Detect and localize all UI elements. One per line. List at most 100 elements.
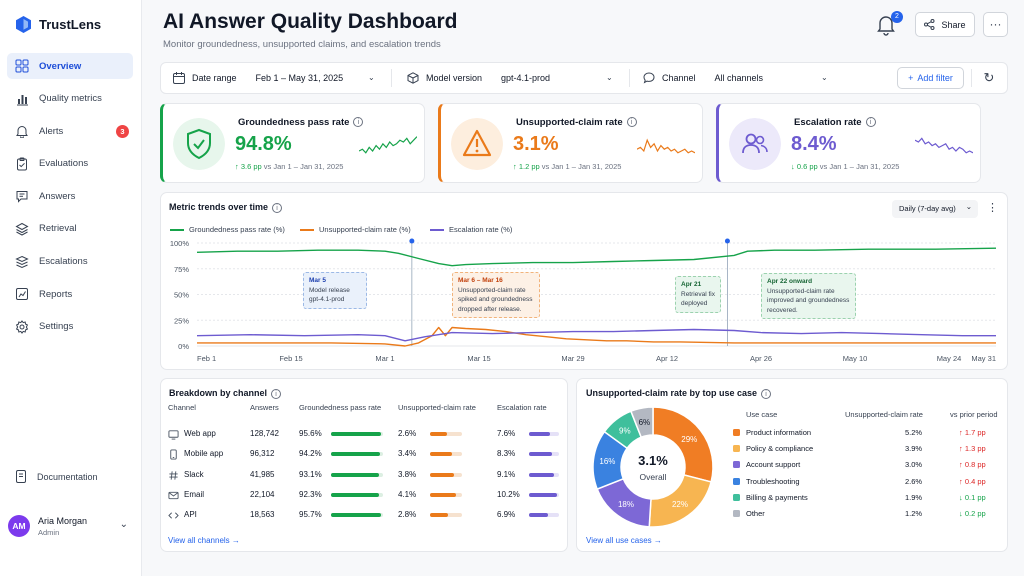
x-tick-label: May 10 <box>843 354 868 363</box>
model-version-filter[interactable]: Model version gpt-4.1-prod <box>407 63 550 93</box>
chevron-down-icon: ⌄ <box>368 73 375 82</box>
sidebar-item-settings[interactable]: Settings <box>7 314 133 340</box>
more-options-button[interactable]: ··· <box>983 12 1008 37</box>
warning-triangle-icon <box>451 118 503 170</box>
unsup-bar-fill <box>430 432 447 436</box>
sidebar-item-label: Answers <box>39 190 76 202</box>
list-item[interactable]: Policy & compliance 3.9% ↑ 1.3 pp <box>733 444 1003 458</box>
kpi-title: Unsupported-claim rate i <box>516 117 637 128</box>
kpi-title: Groundedness pass rate i <box>238 117 364 128</box>
col-use-case-header: Use case <box>746 410 778 419</box>
use-case-rate: 1.9% <box>905 492 923 502</box>
table-row[interactable]: Email 22,104 92.3% 4.1% 10.2% <box>168 490 568 510</box>
stack-icon <box>15 255 29 268</box>
info-icon[interactable]: i <box>761 388 772 399</box>
kpi-sparkline <box>637 138 695 154</box>
table-row[interactable]: Slack 41,985 93.1% 3.8% 9.1% <box>168 470 568 490</box>
granularity-dropdown[interactable]: Daily (7-day avg) ⌄ <box>892 200 978 218</box>
legend-swatch <box>733 510 740 517</box>
legend-swatch <box>733 493 740 501</box>
sidebar-item-answers[interactable]: Answers <box>7 183 133 209</box>
info-icon[interactable]: i <box>626 117 637 128</box>
use-case-change: ↓ 0.1 pp <box>959 492 986 502</box>
info-icon[interactable]: i <box>272 202 283 213</box>
share-button[interactable]: Share <box>915 12 975 37</box>
chevron-down-icon: ⌄ <box>119 519 128 530</box>
date-range-filter[interactable]: Date range Feb 1 – May 31, 2025 <box>173 63 343 93</box>
sidebar-item-quality-metrics[interactable]: Quality metrics <box>7 86 133 112</box>
annotation-title: Mar 6 – Mar 16 <box>458 277 503 284</box>
x-tick-label: Feb 1 <box>197 354 216 363</box>
x-tick-label: Feb 15 <box>279 354 302 363</box>
annotation-body: Unsupported-claim rate improved and grou… <box>767 287 850 314</box>
y-tick-label: 100% <box>170 239 190 248</box>
notifications-bell-icon[interactable] <box>876 14 896 36</box>
sidebar-item-reports[interactable]: Reports <box>7 281 133 307</box>
use-case-change: ↑ 1.7 pp <box>959 428 986 437</box>
series-line-3 <box>196 328 996 342</box>
avatar: AM <box>8 515 30 537</box>
sidebar-item-escalations[interactable]: Escalations <box>7 249 133 275</box>
list-item[interactable]: Account support 3.0% ↑ 0.8 pp <box>733 460 1003 474</box>
y-tick-label: 0% <box>178 342 189 351</box>
esc-bar-fill <box>529 472 554 477</box>
documentation-link[interactable]: Documentation <box>15 470 98 483</box>
sidebar-item-alerts[interactable]: Alerts 3 <box>7 118 133 144</box>
use-case-title: Unsupported-claim rate by top use case i <box>586 388 772 399</box>
legend-label: Unsupported-claim rate (%) <box>319 225 411 234</box>
filter-bar: Date range Feb 1 – May 31, 2025 ⌄ Model … <box>160 62 1008 94</box>
trend-chart: 100% 75% 50% 25% 0% Feb 1 Feb 15 Mar 1 Mar 15 Mar… <box>170 238 997 363</box>
sidebar-item-evaluations[interactable]: Evaluations <box>7 151 133 177</box>
view-all-use-cases-link[interactable]: View all use cases → <box>586 536 662 545</box>
kpi-comparison: vs Jan 1 – Jan 31, 2025 <box>541 162 622 171</box>
annotation-body: Unsupported-claim rate spiked and ground… <box>458 286 533 313</box>
sidebar-item-label: Retrieval <box>39 223 77 235</box>
code-icon <box>168 512 179 519</box>
table-row[interactable]: Web app 128,742 95.6% 2.6% 7.6% <box>168 429 568 449</box>
event-marker-dot[interactable] <box>724 238 730 244</box>
table-row[interactable]: Mobile app 96,312 94.2% 3.4% 8.3% <box>168 449 568 469</box>
chart-more-icon[interactable]: ⋮ <box>987 202 998 214</box>
table-row[interactable]: API 18,563 95.7% 2.8% 6.9% <box>168 510 568 530</box>
view-all-channels-link[interactable]: View all channels → <box>168 536 240 545</box>
donut-slice[interactable] <box>629 406 654 439</box>
esc-bar-fill <box>529 452 552 457</box>
sidebar-item-retrieval[interactable]: Retrieval <box>7 216 133 242</box>
legend-swatch <box>300 228 314 231</box>
list-item[interactable]: Billing & payments 1.9% ↓ 0.1 pp <box>733 493 1003 507</box>
add-filter-button[interactable]: + Add filter <box>897 67 964 89</box>
brand[interactable]: TrustLens <box>16 16 101 33</box>
esc-value: 9.1% <box>497 469 516 479</box>
list-item[interactable]: Product information 5.2% ↑ 1.7 pp <box>733 428 1003 442</box>
channel-value: All channels <box>714 73 764 83</box>
info-icon[interactable]: i <box>865 117 876 128</box>
hash-icon <box>169 470 178 480</box>
kpi-delta-value: 0.6 pp <box>796 162 818 171</box>
list-item[interactable]: Other 1.2% ↓ 0.2 pp <box>733 509 1003 523</box>
list-item[interactable]: Troubleshooting 2.6% ↑ 0.4 pp <box>733 477 1003 491</box>
unsup-value: 4.1% <box>398 489 417 499</box>
bar-chart-icon <box>17 94 28 106</box>
chart-annotation: Mar 5 Model release gpt-4.1-prod <box>303 272 367 309</box>
legend-swatch <box>430 228 444 231</box>
annotation-title: Apr 21 <box>681 281 702 288</box>
user-role: Admin <box>38 527 60 537</box>
sidebar-item-overview[interactable]: Overview <box>7 53 133 79</box>
shield-check-icon <box>173 118 225 170</box>
legend-swatch <box>733 461 740 469</box>
legend-swatch <box>733 429 740 436</box>
event-marker-dot[interactable] <box>409 238 415 244</box>
info-icon[interactable]: i <box>353 117 364 128</box>
use-case-change: ↑ 0.8 pp <box>959 460 986 470</box>
model-version-value: gpt-4.1-prod <box>501 73 551 83</box>
info-icon[interactable]: i <box>271 388 282 399</box>
col-change-header: vs prior period <box>950 410 998 419</box>
user-menu[interactable]: AM Aria Morgan Admin ⌄ <box>8 513 132 539</box>
metric-trends-title: Metric trends over time i <box>169 202 283 213</box>
channel-filter[interactable]: Channel All channels <box>643 63 763 93</box>
chat-bubble-icon <box>643 72 655 84</box>
refresh-icon[interactable]: ↻ <box>983 70 995 85</box>
donut-slice-label: 9% <box>619 427 631 436</box>
plus-icon: + <box>908 73 914 83</box>
donut-slice[interactable] <box>652 406 714 483</box>
